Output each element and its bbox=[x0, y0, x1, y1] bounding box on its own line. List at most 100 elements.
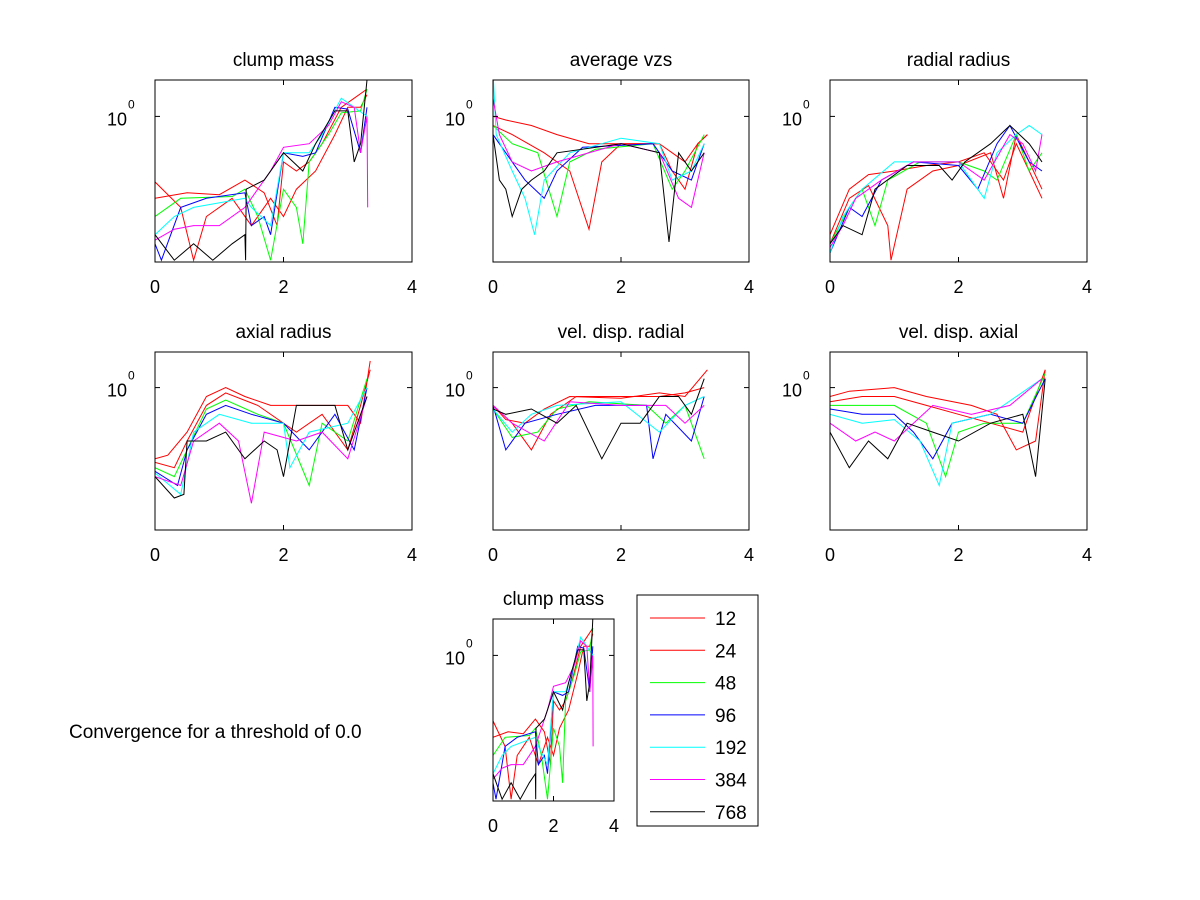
y-tick-label: 100 bbox=[782, 97, 810, 129]
series-line-96 bbox=[830, 378, 1046, 460]
legend-entry-768: 768 bbox=[650, 803, 747, 824]
y-tick-exponent: 0 bbox=[466, 369, 473, 383]
series-line-768 bbox=[830, 378, 1046, 477]
series-line-12 bbox=[155, 360, 371, 460]
series-line-192 bbox=[493, 396, 705, 433]
series-line-384 bbox=[493, 98, 705, 209]
y-tick-base: 10 bbox=[782, 381, 802, 401]
y-tick-base: 10 bbox=[782, 109, 802, 129]
y-tick-base: 10 bbox=[445, 648, 465, 668]
series-line-192 bbox=[830, 124, 1043, 254]
series-line-48 bbox=[155, 378, 368, 488]
x-tick-label: 0 bbox=[488, 277, 498, 297]
series-line-768 bbox=[830, 124, 1043, 245]
subplot-title: clump mass bbox=[233, 50, 334, 71]
legend-label: 48 bbox=[715, 674, 736, 695]
legend-label: 768 bbox=[715, 803, 747, 824]
series-line-48 bbox=[830, 373, 1046, 479]
x-tick-label: 0 bbox=[150, 277, 160, 297]
series-line-48 bbox=[155, 88, 368, 261]
x-tick-label: 0 bbox=[825, 277, 835, 297]
series-line-48 bbox=[493, 125, 705, 219]
subplot-title: clump mass bbox=[503, 589, 604, 610]
x-tick-label: 0 bbox=[488, 545, 498, 565]
axes-frame bbox=[154, 79, 413, 263]
series-line-768 bbox=[155, 396, 368, 499]
series-line-192 bbox=[155, 97, 368, 236]
legend-label: 96 bbox=[715, 706, 736, 727]
series-line-768 bbox=[493, 378, 705, 460]
y-tick-base: 10 bbox=[445, 381, 465, 401]
series-line-96 bbox=[155, 106, 368, 262]
x-tick-label: 2 bbox=[548, 816, 558, 836]
series-line-96 bbox=[493, 396, 705, 459]
y-tick-label: 100 bbox=[445, 636, 473, 668]
x-tick-label: 0 bbox=[488, 816, 498, 836]
y-tick-exponent: 0 bbox=[128, 97, 135, 111]
y-tick-exponent: 0 bbox=[128, 369, 135, 383]
x-tick-label: 2 bbox=[953, 277, 963, 297]
series-line-384 bbox=[830, 378, 1043, 442]
y-tick-label: 100 bbox=[107, 97, 135, 129]
series-line-24 bbox=[830, 369, 1046, 433]
subplot-title: vel. disp. axial bbox=[899, 322, 1018, 343]
x-tick-label: 0 bbox=[150, 545, 160, 565]
x-tick-label: 2 bbox=[616, 545, 626, 565]
series-line-384 bbox=[155, 396, 368, 504]
series-line-12 bbox=[493, 369, 708, 424]
series-line-12 bbox=[493, 633, 594, 800]
x-tick-label: 2 bbox=[616, 277, 626, 297]
y-tick-exponent: 0 bbox=[466, 97, 473, 111]
series-line-768 bbox=[155, 80, 368, 261]
y-tick-label: 100 bbox=[445, 369, 473, 401]
legend: 12 24 48 96 192 384 768 bbox=[636, 594, 759, 827]
y-tick-label: 100 bbox=[445, 97, 473, 129]
legend-label: 384 bbox=[715, 771, 747, 792]
y-tick-label: 100 bbox=[107, 369, 135, 401]
x-tick-label: 4 bbox=[1082, 277, 1092, 297]
legend-label: 12 bbox=[715, 609, 736, 630]
legend-entry-12: 12 bbox=[650, 609, 736, 630]
series-line-24 bbox=[493, 125, 708, 232]
series-line-96 bbox=[830, 124, 1043, 254]
series-line-96 bbox=[493, 645, 594, 800]
y-tick-exponent: 0 bbox=[803, 369, 810, 383]
figure-caption: Convergence for a threshold of 0.0 bbox=[69, 722, 362, 743]
series-line-768 bbox=[493, 619, 594, 801]
series-line-12 bbox=[155, 94, 368, 262]
series-line-24 bbox=[155, 369, 371, 469]
x-tick-label: 2 bbox=[278, 545, 288, 565]
y-tick-label: 100 bbox=[782, 369, 810, 401]
x-tick-label: 2 bbox=[278, 277, 288, 297]
x-tick-label: 4 bbox=[407, 277, 417, 297]
legend-entry-192: 192 bbox=[650, 738, 747, 759]
series-line-384 bbox=[830, 133, 1043, 248]
y-tick-base: 10 bbox=[107, 109, 127, 129]
x-tick-label: 4 bbox=[744, 545, 754, 565]
subplot-title: vel. disp. radial bbox=[558, 322, 685, 343]
series-line-48 bbox=[493, 401, 705, 459]
x-tick-label: 2 bbox=[953, 545, 963, 565]
legend-label: 24 bbox=[715, 641, 737, 662]
series-line-192 bbox=[493, 635, 594, 774]
series-line-768 bbox=[493, 134, 705, 243]
x-tick-label: 4 bbox=[609, 816, 619, 836]
x-tick-label: 4 bbox=[407, 545, 417, 565]
subplot-title: radial radius bbox=[907, 50, 1011, 71]
axes-frame bbox=[492, 351, 750, 531]
x-tick-label: 4 bbox=[744, 277, 754, 297]
y-tick-exponent: 0 bbox=[466, 636, 473, 650]
y-tick-exponent: 0 bbox=[803, 97, 810, 111]
legend-label: 192 bbox=[715, 738, 747, 759]
y-tick-base: 10 bbox=[107, 381, 127, 401]
legend-box bbox=[636, 594, 759, 827]
series-line-24 bbox=[493, 627, 594, 765]
legend-entry-24: 24 bbox=[650, 641, 737, 662]
series-line-24 bbox=[155, 88, 368, 226]
series-line-12 bbox=[493, 115, 708, 163]
